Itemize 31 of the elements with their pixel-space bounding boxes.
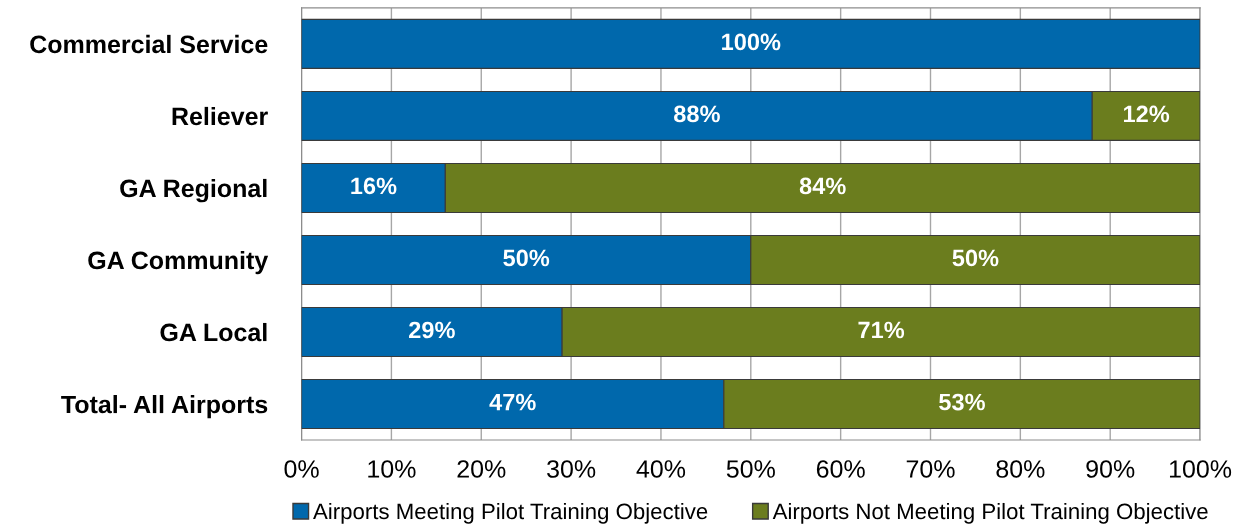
data-label: 29% — [409, 321, 455, 339]
x-tick-label: 10% — [368, 460, 416, 478]
x-tick-label: 60% — [816, 460, 865, 478]
legend-label: Airports Not Meeting Pilot Training Objective — [772, 502, 1208, 524]
x-tick-label: 0% — [284, 460, 319, 478]
y-tick-label: GA Community — [88, 250, 269, 275]
x-tick-label: 90% — [1086, 460, 1135, 478]
x-tick-label: 40% — [636, 460, 686, 478]
data-label: 12% — [1124, 105, 1170, 123]
x-tick-label: 80% — [996, 460, 1045, 478]
y-tick-label: Total- All Airports — [61, 394, 268, 419]
data-label: 16% — [351, 177, 397, 195]
bar — [301, 18, 1201, 69]
data-label: 50% — [503, 249, 550, 267]
y-tick-label: GA Local — [160, 322, 267, 342]
x-tick-label: 20% — [457, 460, 506, 478]
x-tick-label: 70% — [906, 460, 955, 478]
data-label: 47% — [489, 393, 536, 411]
data-label: 88% — [674, 105, 720, 123]
y-tick-label: GA Regional — [120, 178, 267, 203]
data-label: 84% — [799, 177, 846, 195]
data-label: 53% — [939, 393, 985, 411]
data-label: 100% — [722, 33, 781, 51]
y-tick-label: Commercial Service — [30, 34, 268, 54]
x-tick-label: 50% — [726, 460, 775, 478]
legend-label: Airports Meeting Pilot Training Objective — [313, 502, 708, 524]
x-tick-label: 100% — [1169, 460, 1232, 478]
y-tick-label: Reliever — [172, 106, 268, 126]
data-label: 50% — [952, 249, 999, 267]
data-label: 71% — [858, 321, 905, 339]
x-tick-label: 30% — [547, 460, 596, 478]
